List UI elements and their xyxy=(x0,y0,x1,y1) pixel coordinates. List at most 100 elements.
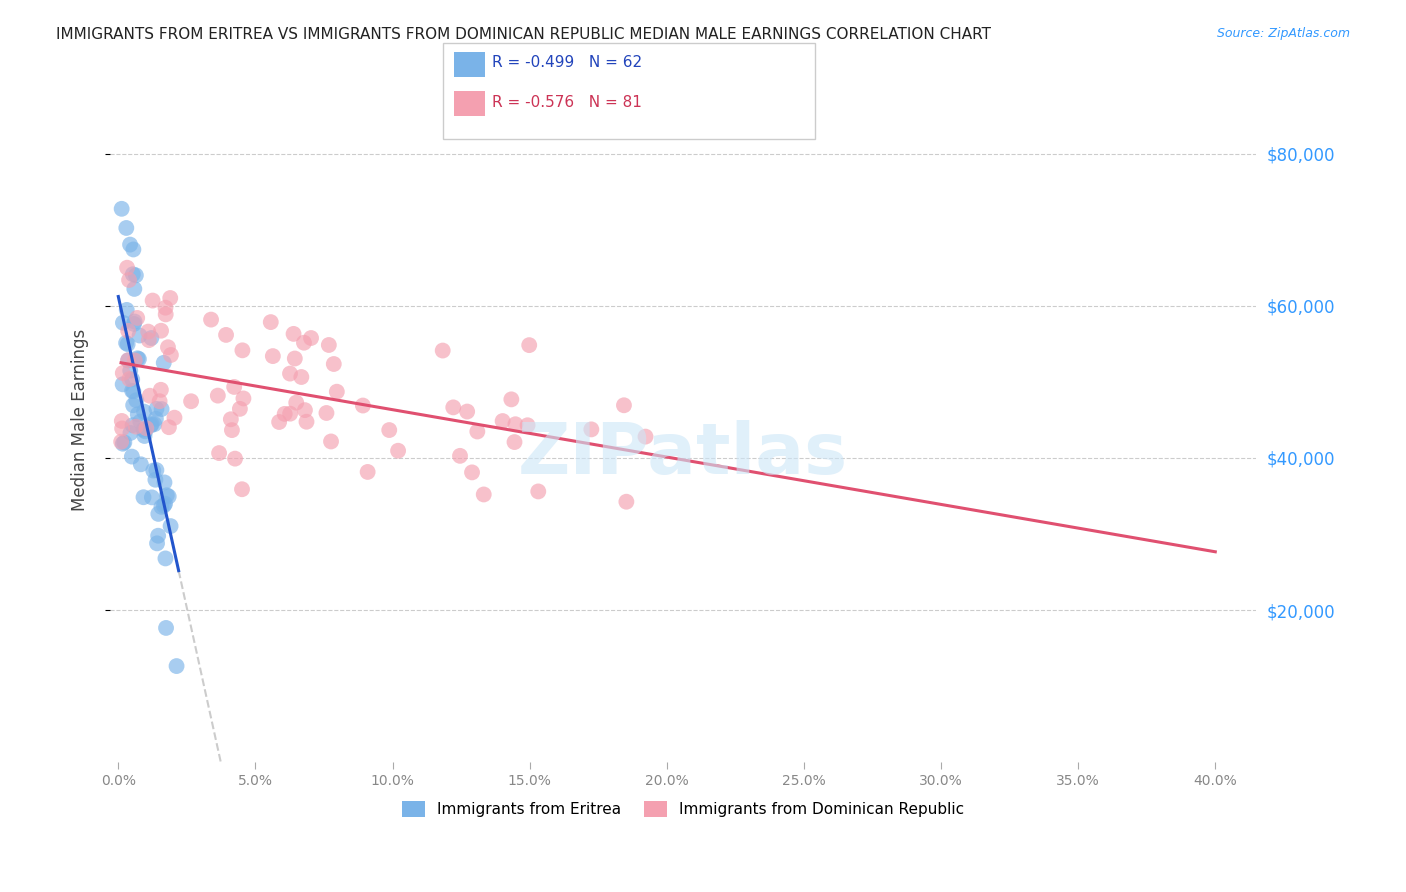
Point xyxy=(231,343,253,358)
Point xyxy=(145,401,167,416)
Point xyxy=(465,425,488,439)
Point xyxy=(503,435,526,450)
Point xyxy=(150,500,173,514)
Point xyxy=(356,465,378,479)
Point xyxy=(157,490,180,504)
Y-axis label: Median Male Earnings: Median Male Earnings xyxy=(72,329,89,511)
Point xyxy=(634,429,657,443)
Point xyxy=(352,399,374,413)
Point xyxy=(150,324,173,338)
Point xyxy=(115,335,138,350)
Point xyxy=(118,372,141,386)
Point xyxy=(120,425,142,440)
Point xyxy=(111,421,134,435)
Point xyxy=(156,340,179,354)
Text: R = -0.499   N = 62: R = -0.499 N = 62 xyxy=(492,55,643,70)
Point xyxy=(121,267,143,281)
Point xyxy=(294,403,316,417)
Point xyxy=(501,392,523,407)
Point xyxy=(231,482,253,496)
Point xyxy=(387,443,409,458)
Point xyxy=(117,353,139,368)
Point xyxy=(121,450,143,464)
Point xyxy=(207,389,229,403)
Point xyxy=(166,659,188,673)
Point xyxy=(613,398,636,412)
Point xyxy=(315,406,337,420)
Point xyxy=(441,401,464,415)
Point xyxy=(262,349,284,363)
Point xyxy=(143,417,166,432)
Point xyxy=(117,324,139,338)
Point xyxy=(115,221,138,235)
Point xyxy=(432,343,454,358)
Point xyxy=(134,429,156,443)
Point xyxy=(129,415,152,429)
Point xyxy=(139,418,162,433)
Point xyxy=(232,392,254,406)
Point xyxy=(127,351,149,366)
Point xyxy=(128,352,150,367)
Point xyxy=(142,464,165,478)
Point xyxy=(122,317,145,331)
Point xyxy=(124,314,146,328)
Point xyxy=(117,353,139,368)
Point xyxy=(132,404,155,418)
Point xyxy=(153,499,176,513)
Point xyxy=(110,434,132,449)
Point xyxy=(136,325,159,339)
Point xyxy=(115,260,138,275)
Point xyxy=(146,529,169,543)
Point xyxy=(260,315,283,329)
Point xyxy=(152,356,174,370)
Point xyxy=(208,446,231,460)
Point xyxy=(145,473,167,487)
Point xyxy=(319,434,342,449)
Point xyxy=(142,293,165,308)
Point xyxy=(219,412,242,426)
Point xyxy=(141,417,163,431)
Point xyxy=(141,331,163,345)
Point xyxy=(122,243,145,257)
Point xyxy=(616,494,638,508)
Point xyxy=(180,394,202,409)
Point xyxy=(160,348,183,362)
Point xyxy=(134,425,156,439)
Point xyxy=(159,291,181,305)
Point xyxy=(295,415,318,429)
Point xyxy=(120,364,142,378)
Point xyxy=(449,449,471,463)
Point xyxy=(299,331,322,345)
Point xyxy=(278,407,301,421)
Point xyxy=(269,415,291,429)
Legend: Immigrants from Eritrea, Immigrants from Dominican Republic: Immigrants from Eritrea, Immigrants from… xyxy=(396,795,970,823)
Point xyxy=(378,423,401,437)
Point xyxy=(122,398,145,412)
Point xyxy=(155,621,177,635)
Point xyxy=(120,237,142,252)
Point xyxy=(461,466,484,480)
Point xyxy=(224,380,246,394)
Point xyxy=(283,326,305,341)
Point xyxy=(516,418,538,433)
Text: IMMIGRANTS FROM ERITREA VS IMMIGRANTS FROM DOMINICAN REPUBLIC MEDIAN MALE EARNIN: IMMIGRANTS FROM ERITREA VS IMMIGRANTS FR… xyxy=(56,27,991,42)
Point xyxy=(125,419,148,434)
Point xyxy=(117,337,139,351)
Point xyxy=(163,410,186,425)
Point xyxy=(111,316,134,330)
Point xyxy=(157,420,180,434)
Point xyxy=(121,372,143,386)
Point xyxy=(527,484,550,499)
Point xyxy=(153,497,176,511)
Point xyxy=(129,458,152,472)
Point xyxy=(153,475,176,490)
Point xyxy=(121,418,143,433)
Point xyxy=(273,407,295,421)
Point xyxy=(285,395,308,409)
Point xyxy=(200,312,222,326)
Point xyxy=(155,307,177,321)
Point xyxy=(159,519,181,533)
Text: R = -0.576   N = 81: R = -0.576 N = 81 xyxy=(492,95,643,110)
Point xyxy=(215,327,238,342)
Point xyxy=(122,384,145,399)
